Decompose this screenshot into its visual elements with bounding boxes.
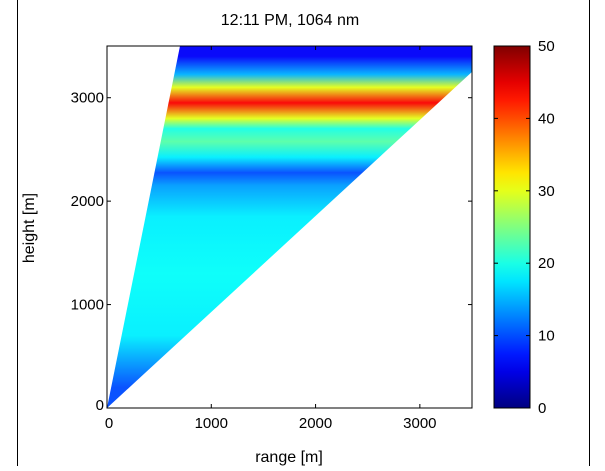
y-tick-label: 0 [96, 397, 104, 414]
colorbar-tick-label: 30 [538, 183, 555, 200]
colorbar-tick-label: 50 [538, 38, 555, 55]
colorbar [494, 46, 530, 408]
y-axis-label: height [m] [21, 193, 38, 263]
x-tick-label: 2000 [299, 415, 332, 432]
x-tick-label: 1000 [195, 415, 228, 432]
colorbar-tick-label: 0 [538, 400, 546, 417]
y-tick-label: 3000 [71, 90, 104, 107]
x-tick-label: 0 [105, 415, 113, 432]
x-tick-label: 3000 [403, 415, 436, 432]
x-axis-label: range [m] [255, 449, 323, 466]
y-tick-label: 2000 [71, 193, 104, 210]
colorbar-tick-label: 10 [538, 328, 555, 345]
colorbar-tick-label: 40 [538, 110, 555, 127]
colorbar-tick-label: 20 [538, 255, 555, 272]
chart-title: 12:11 PM, 1064 nm [221, 12, 359, 29]
y-tick-label: 1000 [71, 297, 104, 314]
